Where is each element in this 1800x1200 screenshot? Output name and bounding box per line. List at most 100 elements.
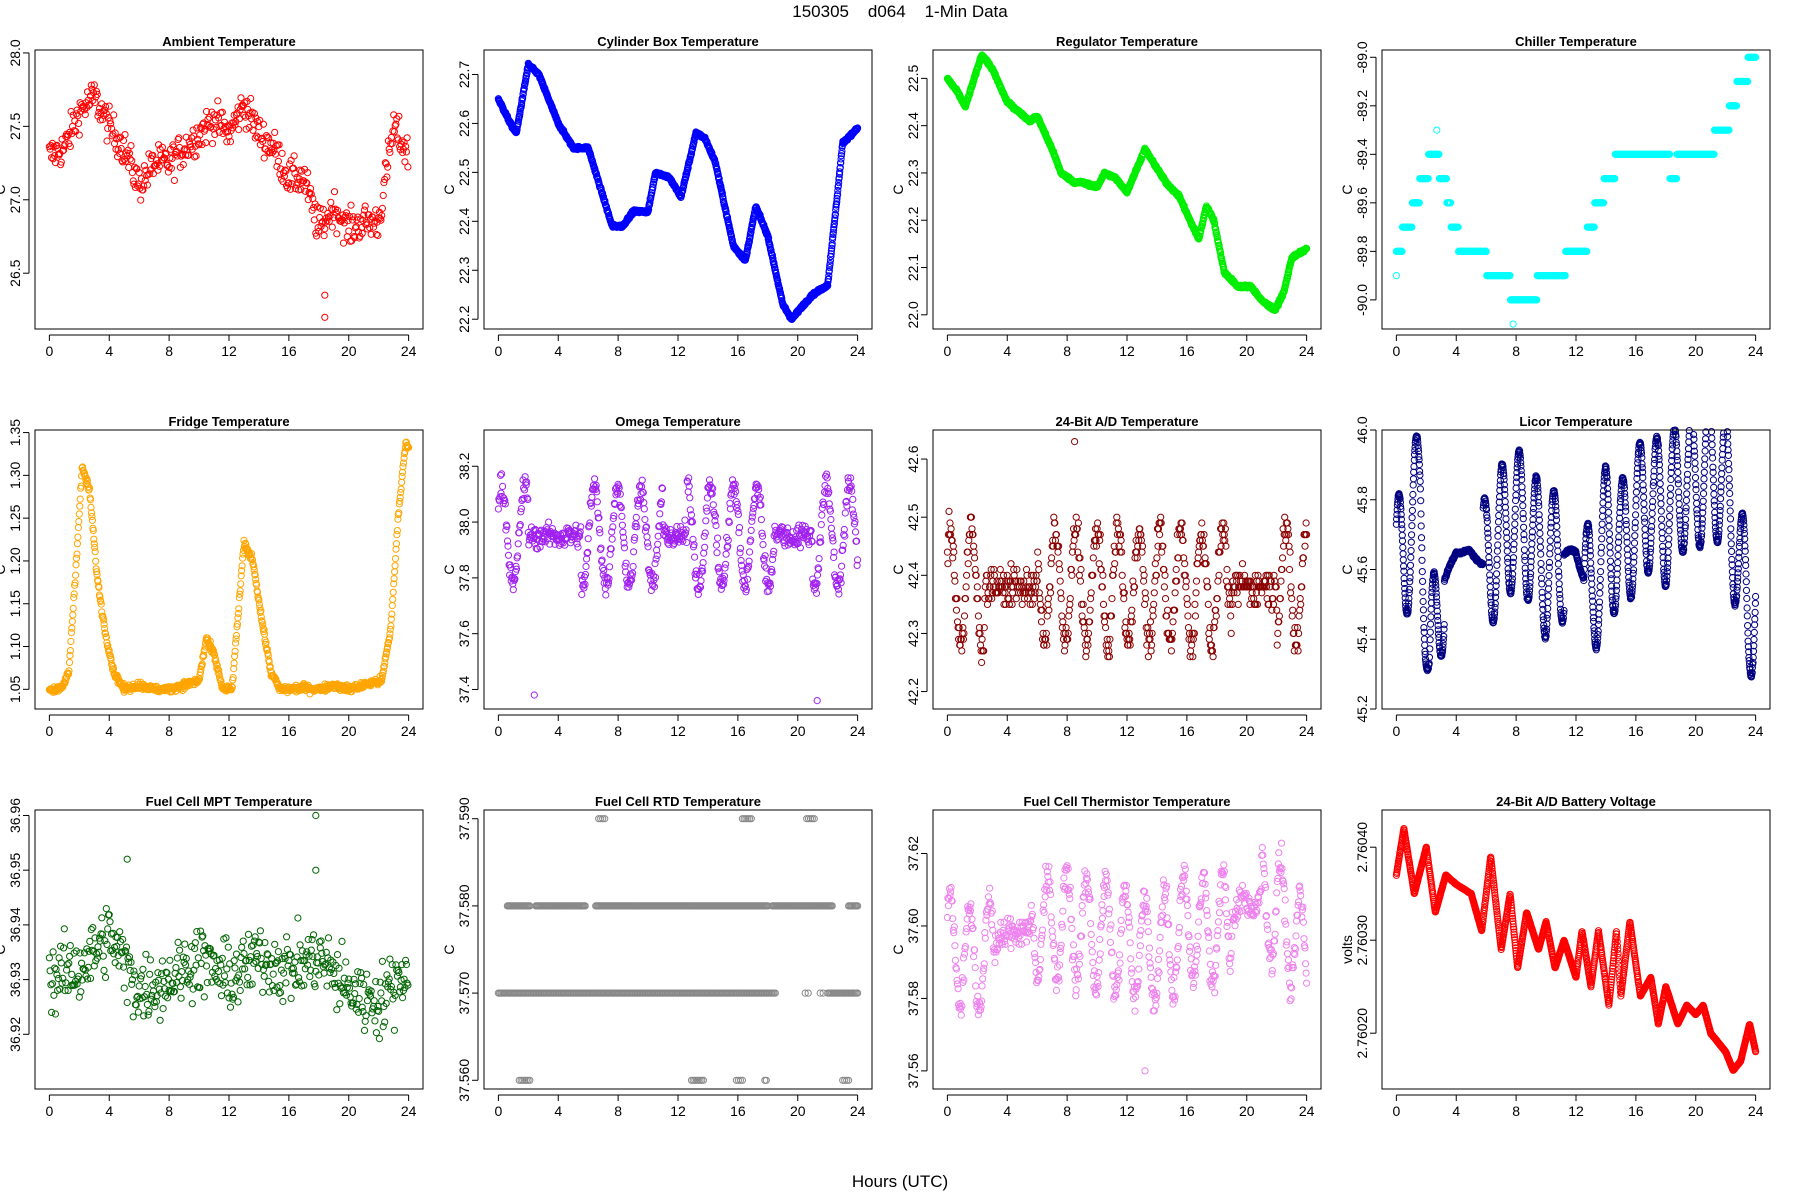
y-axis-label: C — [0, 564, 8, 574]
y-axis-label: C — [441, 184, 457, 194]
plot-frame — [1381, 49, 1771, 330]
data-point — [688, 145, 697, 153]
data-point — [745, 237, 754, 245]
data-point — [326, 212, 334, 220]
data-point — [307, 185, 315, 193]
data-point — [399, 149, 407, 157]
x-tick-label: 8 — [614, 343, 622, 359]
data-point — [208, 140, 217, 148]
data-point — [250, 109, 258, 118]
data-point — [545, 518, 553, 526]
data-point — [121, 131, 129, 139]
data-points — [45, 438, 413, 698]
x-tick-label: 12 — [670, 343, 686, 359]
data-point — [273, 163, 281, 171]
data-point — [101, 106, 109, 114]
data-point — [344, 217, 352, 225]
data-point — [226, 138, 235, 146]
y-tick-label: -89.6 — [1354, 187, 1370, 219]
data-point — [154, 166, 162, 174]
data-point — [324, 213, 333, 221]
data-point — [88, 516, 97, 524]
data-point — [1509, 320, 1517, 328]
data-point — [649, 183, 657, 191]
data-point — [137, 196, 145, 204]
data-point — [68, 624, 76, 632]
data-point — [72, 561, 80, 569]
data-point — [509, 586, 517, 594]
x-tick-label: 16 — [1628, 343, 1644, 359]
data-point — [195, 141, 203, 149]
data-point — [107, 120, 115, 128]
data-point — [388, 139, 396, 148]
data-point — [103, 137, 111, 145]
data-point — [162, 149, 170, 157]
data-point — [377, 216, 385, 224]
data-point — [69, 604, 77, 613]
data-point — [128, 157, 136, 165]
x-tick-label: 20 — [341, 343, 357, 359]
data-point — [74, 533, 82, 541]
y-axis: -90.0-89.8-89.6-89.4-89.2-89.0 — [1354, 41, 1377, 316]
data-point — [69, 611, 77, 619]
data-point — [389, 595, 397, 604]
data-point — [85, 101, 93, 110]
data-point — [90, 81, 98, 89]
data-point — [384, 163, 392, 171]
data-point — [73, 550, 81, 558]
data-point — [714, 170, 722, 178]
data-point — [313, 232, 321, 240]
y-tick-label: -89.8 — [1354, 235, 1370, 267]
y-tick-label: 22.2 — [905, 206, 921, 233]
data-point — [231, 121, 239, 129]
data-point — [677, 191, 686, 199]
data-point — [105, 102, 113, 110]
data-point — [297, 186, 305, 194]
data-point — [330, 188, 339, 196]
data-point — [271, 150, 279, 158]
data-point — [381, 159, 389, 167]
panel-title: Omega Temperature — [615, 414, 740, 429]
data-point — [131, 163, 139, 171]
y-tick-label: -89.4 — [1354, 138, 1370, 170]
y-tick-label: 22.4 — [456, 207, 472, 234]
x-tick-label: 12 — [1568, 343, 1584, 359]
data-point — [92, 557, 100, 565]
data-point — [325, 217, 333, 225]
data-point — [87, 81, 95, 89]
data-point — [180, 146, 188, 154]
x-tick-label: 24 — [1748, 343, 1764, 359]
y-tick-label: 22.3 — [456, 256, 472, 283]
panel-title: Ambient Temperature — [162, 34, 295, 49]
data-point — [75, 510, 83, 518]
data-point — [650, 178, 658, 186]
data-point — [380, 179, 388, 187]
data-point — [289, 164, 297, 172]
data-point — [378, 211, 386, 220]
panel-title: Regulator Temperature — [1056, 34, 1198, 49]
data-point — [392, 120, 400, 128]
data-point — [179, 161, 187, 169]
data-point — [252, 114, 260, 122]
data-point — [185, 138, 193, 146]
data-point — [361, 202, 369, 210]
data-point — [235, 605, 243, 613]
x-tick-label: 20 — [1239, 343, 1255, 359]
data-point — [116, 149, 124, 157]
x-tick-label: 20 — [341, 723, 357, 739]
data-point — [520, 85, 528, 93]
data-point — [290, 152, 298, 160]
data-point — [59, 147, 67, 155]
data-point — [53, 141, 61, 149]
data-point — [70, 590, 78, 598]
data-point — [345, 227, 353, 235]
data-point — [194, 140, 202, 148]
data-point — [516, 108, 524, 116]
data-point — [404, 163, 412, 171]
data-point — [76, 502, 84, 510]
data-point — [149, 170, 157, 178]
data-point — [339, 239, 348, 247]
